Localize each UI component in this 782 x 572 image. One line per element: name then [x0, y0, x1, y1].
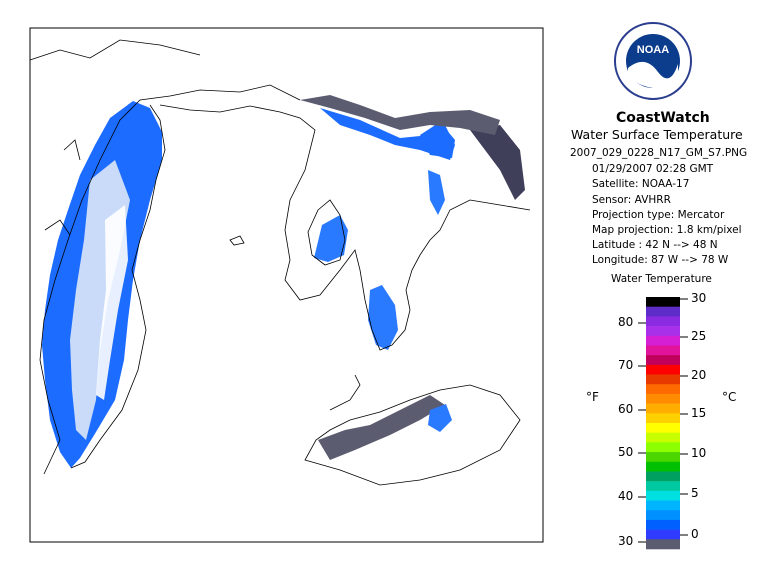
legend-swatch — [646, 500, 680, 511]
huron-east-coverage — [428, 170, 445, 215]
map-projection: Map projection: 1.8 km/pixel — [592, 224, 742, 236]
legend-swatch — [646, 423, 680, 433]
huron-south-coverage — [368, 285, 398, 350]
legend-swatch — [646, 306, 680, 317]
legend-swatch — [646, 374, 680, 385]
saginaw-bay-coverage — [314, 215, 348, 262]
legend-f-tick-label: 50 — [618, 445, 634, 459]
unit-fahrenheit: °F — [586, 390, 599, 404]
noaa-logo: NOAA — [614, 22, 692, 100]
legend-f-tick-label: 70 — [618, 358, 634, 372]
legend-swatch — [646, 432, 680, 443]
unit-celsius: °C — [722, 390, 737, 404]
legend-swatch — [646, 326, 680, 337]
latitude-range: Latitude : 42 N --> 48 N — [592, 239, 718, 251]
legend-c-tick-label: 0 — [691, 527, 699, 541]
legend-swatch — [646, 297, 680, 307]
legend-swatch — [646, 316, 680, 327]
legend-swatch — [646, 403, 680, 414]
filename: 2007_029_0228_N17_GM_S7.PNG — [570, 147, 748, 159]
legend-f-tick-label: 30 — [618, 534, 634, 548]
app-title: CoastWatch — [616, 110, 710, 126]
legend-swatch — [646, 345, 680, 356]
coastlines — [29, 39, 531, 486]
legend-c-tick-label: 5 — [691, 486, 699, 500]
longitude-range: Longitude: 87 W --> 78 W — [592, 254, 729, 266]
product-subtitle: Water Surface Temperature — [571, 127, 743, 142]
map-content — [29, 39, 531, 486]
legend-swatch — [646, 413, 680, 424]
legend-swatch — [646, 384, 680, 395]
legend-swatch — [646, 510, 680, 521]
legend-c-tick-label: 30 — [691, 291, 707, 305]
sensor: Sensor: AVHRR — [592, 194, 671, 206]
north-shore-clouds — [300, 95, 500, 135]
legend-swatch — [646, 364, 680, 375]
legend-swatch — [646, 355, 680, 366]
legend-swatch — [646, 335, 680, 346]
projection-type: Projection type: Mercator — [592, 209, 725, 221]
north-channel-coverage — [470, 125, 525, 200]
legend-swatch — [646, 481, 680, 492]
legend-color-scale — [646, 297, 680, 550]
legend-c-tick-label: 20 — [691, 368, 707, 382]
legend-title: Water Temperature — [611, 273, 712, 285]
lake-huron-coverage — [320, 108, 455, 160]
georgian-bay-coverage — [420, 122, 455, 158]
lake-erie-coverage-2 — [428, 404, 452, 432]
legend-swatch — [646, 490, 680, 501]
legend-f-tick-label: 80 — [618, 315, 634, 329]
legend-c-tick-label: 25 — [691, 329, 707, 343]
legend-c-tick-label: 10 — [691, 446, 707, 460]
legend-swatch — [646, 442, 680, 453]
datetime: 01/29/2007 02:28 GMT — [592, 163, 714, 175]
legend-swatch — [646, 461, 680, 472]
legend-swatch — [646, 539, 680, 550]
legend-swatch — [646, 519, 680, 530]
noaa-logo-text: NOAA — [637, 44, 669, 56]
satellite: Satellite: NOAA-17 — [592, 178, 690, 190]
legend-swatch — [646, 471, 680, 482]
legend-f-tick-label: 40 — [618, 489, 634, 503]
legend-c-tick-label: 15 — [691, 406, 707, 420]
lake-michigan-cloud-2 — [96, 205, 128, 400]
legend-tick-marks — [638, 298, 688, 543]
lake-erie-coverage — [318, 395, 445, 460]
legend-swatch — [646, 529, 680, 540]
legend-swatch — [646, 393, 680, 404]
legend-f-tick-label: 60 — [618, 402, 634, 416]
legend-swatch — [646, 452, 680, 463]
